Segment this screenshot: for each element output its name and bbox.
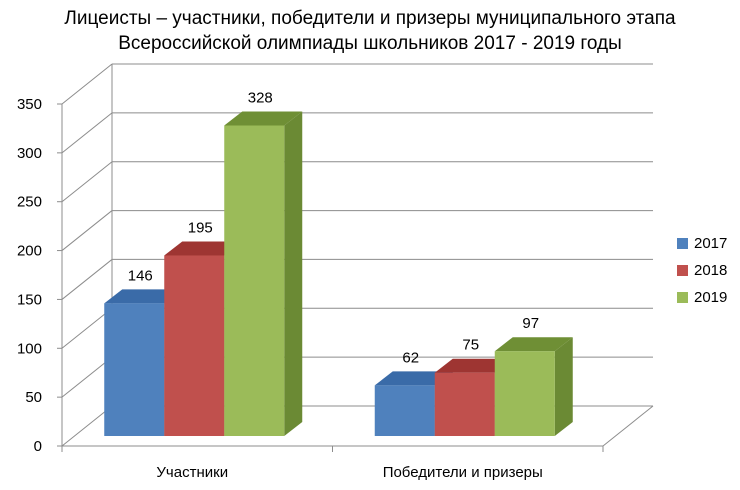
y-tick-label-350: 350 [17,96,42,113]
bar-top-2019-0 [224,111,303,126]
data-label-2019-0: 328 [248,89,273,106]
legend-label-2019: 2019 [694,289,728,306]
legend-swatch-2019 [677,292,688,303]
y-tick-label-200: 200 [17,243,42,260]
wall-gridline-0 [61,405,113,447]
x-category-label-0: Участники [156,464,228,481]
bar-2018-0 [164,255,225,436]
data-label-2018-1: 75 [462,337,479,354]
chart-title-line-1: Лицеисты – участники, победители и призе… [64,8,676,29]
bar-top-2018-1 [434,358,513,373]
y-tick-label-250: 250 [17,194,42,211]
wall-gridline-350 [61,63,113,105]
wall-gridline-150 [61,259,113,300]
legend-item-2018: 2018 [677,257,727,284]
data-label-2017-1: 62 [402,349,419,366]
bar-top-2017-1 [374,371,453,386]
y-tick-label-50: 50 [25,389,42,406]
wall-gridline-200 [61,210,113,251]
wall-gridline-250 [61,161,113,203]
chart-title-line-2: Всероссийской олимпиады школьников 2017 … [118,33,622,54]
wall-gridline-300 [61,112,113,154]
bar-top-2018-0 [164,241,243,256]
legend-item-2019: 2019 [677,284,727,311]
wall-gridline-50 [61,356,113,398]
bar-2019-1 [494,351,555,436]
data-label-2017-0: 146 [128,267,153,284]
bar-2019-0 [224,125,285,437]
legend-label-2018: 2018 [694,262,728,279]
legend-swatch-2017 [677,238,688,249]
y-tick-label-300: 300 [17,145,42,162]
x-category-label-1: Победители и призеры [383,464,543,481]
legend: 2017 2018 2019 [677,230,727,311]
data-label-2019-1: 97 [522,315,539,332]
wall-gridline-100 [61,307,113,349]
legend-swatch-2018 [677,265,688,276]
bar-2017-0 [104,303,165,436]
bar-top-2017-0 [104,289,183,304]
y-tick-label-150: 150 [17,291,42,308]
bar-2017-1 [374,385,435,436]
chart-title: Лицеисты – участники, победители и призе… [0,6,740,56]
bar-top-2019-1 [494,337,573,352]
legend-item-2017: 2017 [677,230,727,257]
bar-side-2019-0 [284,111,303,437]
floor-right-edge [602,405,654,447]
y-tick-label-0: 0 [34,438,42,455]
legend-label-2017: 2017 [694,235,728,252]
bar-side-2019-1 [554,337,573,436]
y-tick-label-100: 100 [17,340,42,357]
bar-2018-1 [434,372,495,436]
data-label-2018-0: 195 [188,219,213,236]
